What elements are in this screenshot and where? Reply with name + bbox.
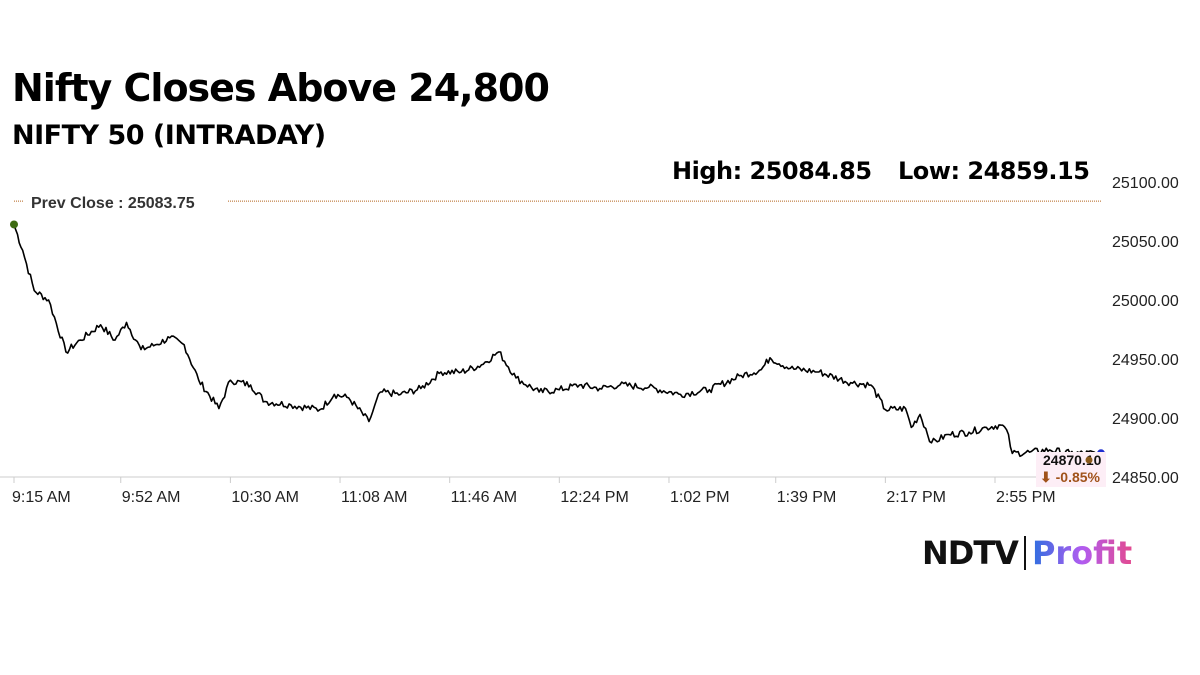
price-line (13, 224, 1097, 458)
logo-ndtv: NDTV (922, 534, 1019, 572)
y-tick-label: 25100.00 (1112, 175, 1179, 192)
x-tick-label: 9:52 AM (122, 489, 181, 506)
chart-title: Nifty Closes Above 24,800 (12, 66, 550, 110)
last-value-bg (1036, 452, 1106, 487)
y-tick-label: 25050.00 (1112, 234, 1179, 251)
chart-subtitle: NIFTY 50 (INTRADAY) (12, 120, 326, 151)
y-tick-label: 24850.00 (1112, 470, 1179, 487)
x-tick-label: 2:55 PM (996, 489, 1056, 506)
x-tick-label: 1:39 PM (777, 489, 837, 506)
y-tick-label: 25000.00 (1112, 293, 1179, 310)
x-tick-label: 10:30 AM (231, 489, 299, 506)
x-tick-label: 11:08 AM (341, 489, 407, 506)
x-tick-label: 1:02 PM (670, 489, 730, 506)
y-tick-label: 24900.00 (1112, 411, 1179, 428)
marker-dot (1085, 456, 1093, 464)
start-dot (10, 220, 18, 229)
x-tick-label: 2:17 PM (886, 489, 946, 506)
x-tick-label: 9:15 AM (12, 489, 71, 506)
ndtv-profit-logo: NDTV Profit (922, 534, 1132, 572)
high-label: High: 25084.85 (672, 157, 872, 185)
x-tick-label: 11:46 AM (451, 489, 517, 506)
last-value-label: 24870.10 (1043, 452, 1102, 468)
low-label: Low: 24859.15 (898, 157, 1090, 185)
change-label: ⬇ -0.85% (1040, 469, 1101, 485)
logo-divider (1023, 536, 1026, 570)
logo-profit: Profit (1031, 534, 1133, 572)
y-tick-label: 24950.00 (1112, 352, 1179, 369)
x-tick-label: 12:24 PM (560, 489, 628, 506)
prev-close-label: Prev Close : 25083.75 (31, 195, 195, 212)
